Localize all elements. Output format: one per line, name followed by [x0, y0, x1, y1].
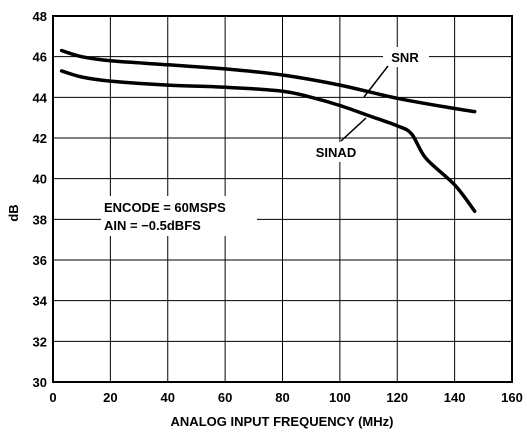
x-tick-label: 120	[386, 390, 408, 405]
plot-frame	[52, 15, 513, 383]
y-tick-label: 38	[33, 212, 47, 227]
ain-condition: AIN = −0.5dBFS	[104, 218, 201, 233]
y-tick-label: 42	[33, 131, 47, 146]
sinad-pointer	[340, 117, 367, 142]
y-tick-label: 36	[33, 253, 47, 268]
x-tick-label: 60	[218, 390, 232, 405]
x-tick-label: 0	[49, 390, 56, 405]
snr-label: SNR	[391, 50, 419, 65]
sinad-label: SINAD	[316, 145, 356, 160]
y-tick-label: 46	[33, 50, 47, 65]
y-tick-label: 48	[33, 9, 47, 24]
series-line-sinad	[59, 69, 477, 213]
y-tick-label: 40	[33, 172, 47, 187]
snr-label-bg	[383, 47, 429, 67]
x-tick-label: 80	[275, 390, 289, 405]
x-tick-label: 20	[103, 390, 117, 405]
y-tick-label: 44	[33, 90, 48, 105]
x-axis-label: ANALOG INPUT FREQUENCY (MHz)	[171, 414, 394, 429]
x-tick-label: 160	[501, 390, 523, 405]
conditions-bg	[101, 196, 257, 236]
y-axis-label: dB	[6, 204, 21, 221]
encode-condition: ENCODE = 60MSPS	[104, 200, 226, 215]
y-tick-label: 30	[33, 375, 47, 390]
x-tick-label: 140	[444, 390, 466, 405]
sinad-label-bg	[306, 142, 366, 162]
series-group	[59, 48, 477, 213]
grid	[52, 15, 513, 383]
snr-pointer	[363, 65, 389, 98]
x-tick-labels: 0 20 40 60 80 100 120 140 160	[49, 390, 522, 405]
series-line-snr	[59, 48, 477, 114]
x-tick-label: 100	[329, 390, 351, 405]
y-tick-label: 34	[33, 294, 48, 309]
x-tick-label: 40	[161, 390, 175, 405]
y-tick-label: 32	[33, 334, 47, 349]
y-tick-labels: 30 32 34 36 38 40 42 44 46 48	[33, 9, 48, 390]
